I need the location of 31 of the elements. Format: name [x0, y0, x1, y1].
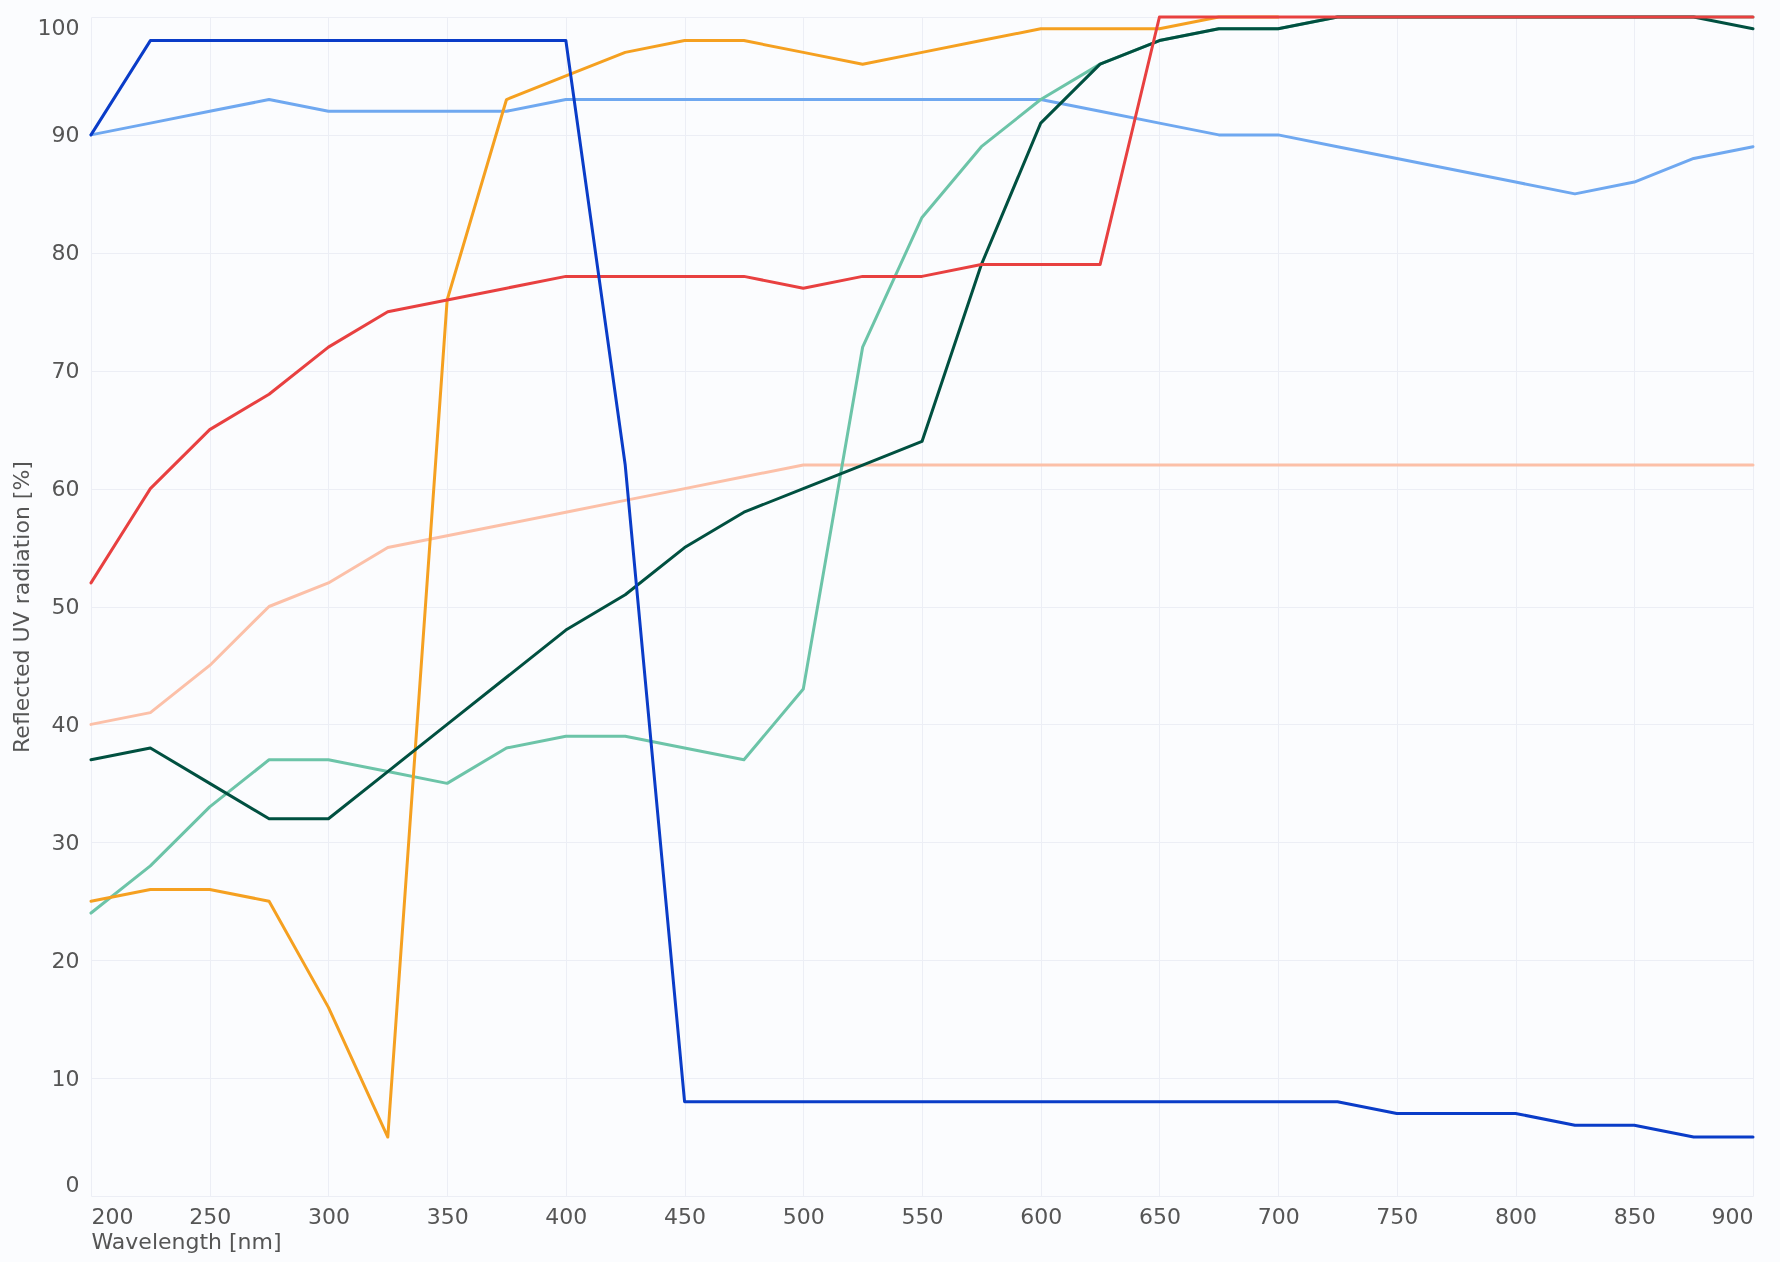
x-tick-label: 550	[901, 1203, 944, 1229]
x-tick-label: 850	[1613, 1203, 1656, 1229]
y-tick-label: 50	[51, 594, 80, 619]
y-tick-label: 90	[51, 122, 80, 148]
line-series	[89, 98, 1755, 196]
x-tick-label: 900	[1711, 1203, 1754, 1229]
y-tick-label: 40	[51, 711, 80, 737]
y-tick-label: 80	[51, 240, 80, 266]
x-axis-title: Wavelength [nm]	[91, 1228, 282, 1254]
y-tick-label: 30	[51, 829, 80, 855]
x-tick-label: 600	[1020, 1203, 1063, 1229]
y-tick-label: 60	[51, 476, 80, 502]
x-tick-label: 350	[426, 1203, 469, 1229]
x-tick-label: 750	[1376, 1203, 1419, 1229]
x-tick-label: 700	[1257, 1203, 1300, 1229]
x-tick-label: 200	[91, 1203, 134, 1229]
x-tick-label: 800	[1495, 1203, 1538, 1229]
x-tick-label: 650	[1138, 1203, 1181, 1229]
y-tick-label: 70	[51, 358, 80, 384]
x-tick-label: 300	[307, 1203, 350, 1229]
x-tick-label: 500	[782, 1203, 825, 1229]
x-tick-label: 250	[189, 1203, 232, 1229]
y-tick-label: 10	[51, 1065, 80, 1091]
y-tick-label: 20	[51, 947, 80, 973]
y-tick-label: 100	[37, 14, 80, 40]
x-tick-label: 400	[545, 1203, 588, 1229]
y-axis-title: Reflected UV radiation [%]	[8, 461, 34, 753]
y-tick-label: 0	[65, 1171, 80, 1197]
line-series	[89, 463, 1755, 726]
x-tick-label: 450	[664, 1203, 707, 1229]
line-series	[89, 39, 1755, 1139]
